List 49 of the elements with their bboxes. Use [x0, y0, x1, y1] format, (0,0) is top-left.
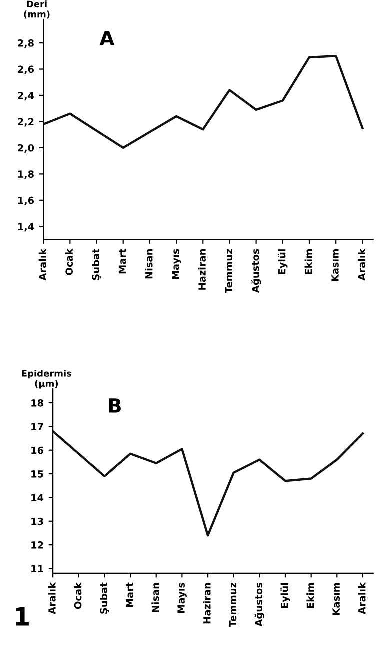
- y-tick-label: 1,8: [18, 170, 34, 180]
- x-tick-label: Mart: [126, 582, 134, 608]
- x-tick-label: Ağustos: [254, 582, 265, 627]
- y-tick-label: 15: [32, 470, 44, 478]
- y-tick-label: 2,0: [18, 144, 34, 154]
- y-tick-label: 14: [32, 494, 44, 502]
- x-tick-label: Şubat: [100, 582, 110, 614]
- y-tick-label: 12: [32, 542, 44, 549]
- y-tick-label: 2,2: [18, 118, 34, 127]
- x-tick-label: Kasım: [332, 250, 339, 282]
- x-tick-label: Aralık: [38, 248, 46, 281]
- y-tick-label: 17: [32, 423, 44, 430]
- x-tick-label: Eylül: [280, 583, 290, 608]
- x-tick-label: Aralık: [48, 582, 56, 614]
- y-tick-label: 18: [32, 399, 44, 407]
- x-tick-label: Ocak: [65, 248, 73, 276]
- x-tick-label: Aralık: [358, 582, 366, 614]
- x-tick-label: Ekim: [304, 250, 312, 274]
- line-series: [53, 430, 364, 537]
- x-tick-label: Mart: [118, 249, 126, 274]
- x-tick-label: Nisan: [145, 250, 153, 279]
- x-tick-label: Ağustos: [251, 249, 262, 294]
- chart-title: A: [100, 31, 115, 46]
- y-tick-label: 1,6: [18, 196, 34, 206]
- chart-title: B: [109, 398, 121, 413]
- y-tick-label: 2,8: [18, 40, 34, 48]
- x-tick-label: Haziran: [198, 250, 206, 290]
- x-tick-label: Şubat: [92, 249, 102, 280]
- text: 1: [16, 608, 29, 626]
- y-tick-label: 2,4: [18, 92, 34, 101]
- line-series: [44, 55, 364, 150]
- y-axis-title: Deri (mm): [24, 0, 50, 19]
- y-axis-title: Epidermis (μm): [22, 370, 72, 389]
- x-tick-label: Aralık: [358, 248, 366, 281]
- y-tick-label: 2,6: [18, 66, 34, 74]
- x-tick-label: Temmuz: [229, 582, 237, 628]
- y-tick-label: 11: [32, 565, 44, 572]
- y-tick-label: 1,4: [18, 223, 34, 232]
- y-tick-label: 16: [32, 446, 44, 454]
- x-tick-label: Mayıs: [178, 582, 187, 614]
- x-tick-label: Eylül: [278, 250, 288, 274]
- x-tick-label: Ocak: [74, 582, 82, 610]
- x-tick-label: Nisan: [152, 583, 160, 612]
- x-tick-label: Temmuz: [225, 249, 233, 294]
- x-tick-label: Haziran: [203, 583, 211, 624]
- x-tick-label: Mayıs: [172, 249, 182, 280]
- x-tick-label: Kasım: [332, 583, 340, 615]
- y-tick-label: 13: [32, 518, 44, 526]
- x-tick-label: Ekim: [306, 583, 314, 608]
